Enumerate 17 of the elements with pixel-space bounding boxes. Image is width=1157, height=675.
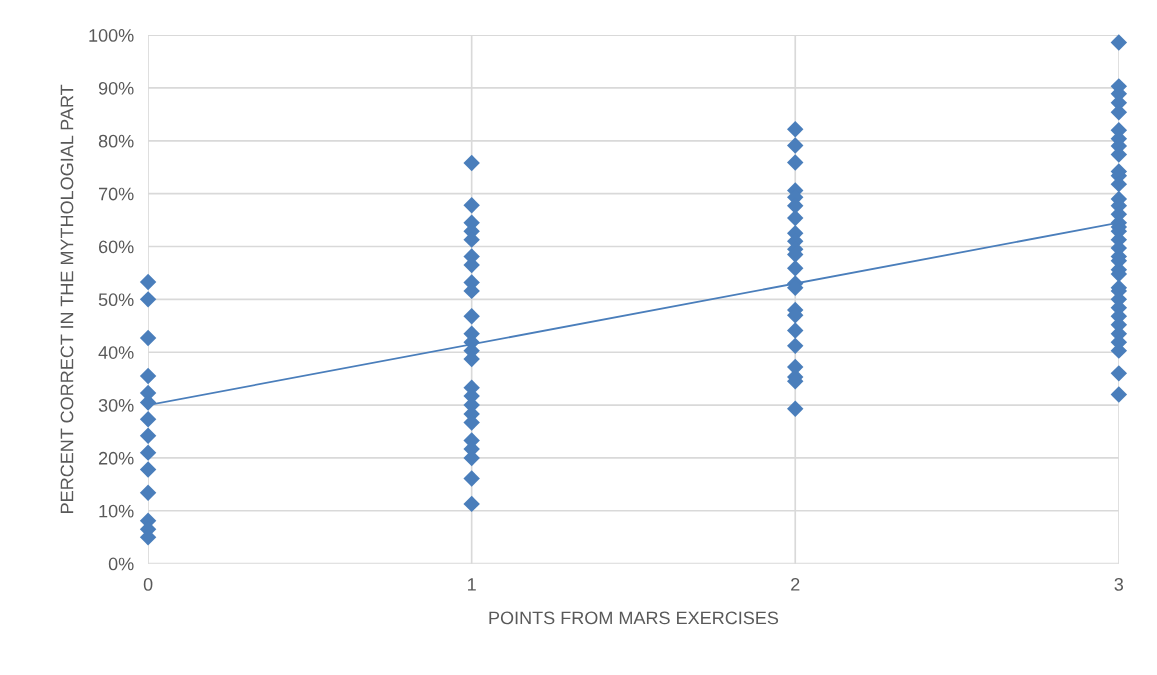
x-tick-label: 0	[143, 577, 153, 591]
y-tick-label: 90%	[98, 81, 134, 95]
x-tick-label: 3	[1114, 577, 1124, 591]
y-tick-label: 50%	[98, 293, 134, 307]
y-tick-label: 40%	[98, 346, 134, 359]
y-axis-title: PERCENT CORRECT IN THE MYTHOLOGIAL PART	[60, 84, 74, 513]
y-tick-label: 80%	[98, 134, 134, 148]
y-tick-label: 10%	[99, 504, 134, 518]
y-tick-label: 100%	[89, 29, 134, 42]
y-tick-label: 60%	[98, 240, 134, 254]
x-tick-label: 2	[791, 577, 800, 591]
y-tick-label: 20%	[98, 451, 134, 465]
y-tick-label: 0%	[108, 557, 134, 571]
y-tick-label: 70%	[99, 187, 134, 201]
x-tick-label: 1	[468, 578, 476, 591]
y-tick-label: 30%	[98, 399, 134, 412]
x-axis-title: POINTS FROM MARS EXERCISES	[489, 611, 779, 625]
